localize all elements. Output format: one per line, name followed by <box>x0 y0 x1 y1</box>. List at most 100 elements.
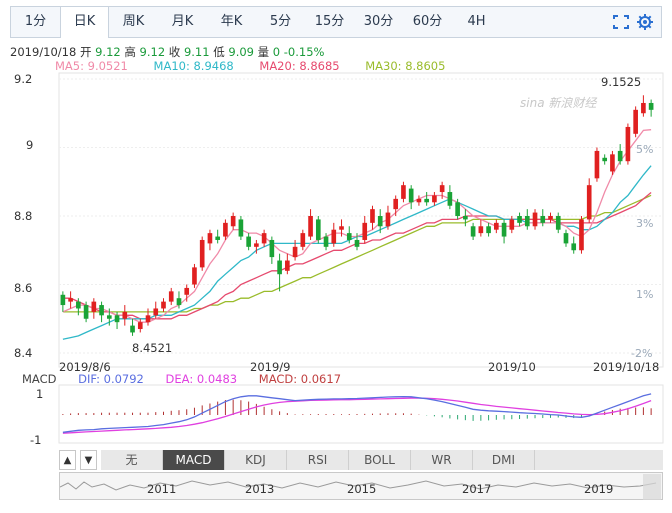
low-label: 低 <box>213 45 225 59</box>
candle-body <box>494 222 499 230</box>
pct-tick-1: 3% <box>636 217 653 230</box>
candle-body <box>524 216 530 227</box>
pct-tick-3: -2% <box>631 347 652 360</box>
navigator-sparkline <box>59 474 661 500</box>
indicator-tab-kdj[interactable]: KDJ <box>225 450 287 470</box>
candle-body <box>83 305 89 319</box>
candle-body <box>277 260 282 275</box>
tab-yearly-k[interactable]: 年K <box>220 14 243 29</box>
dea-legend: DEA: 0.0483 <box>165 372 238 386</box>
candle-body <box>346 233 352 240</box>
tab-4h[interactable]: 4H <box>467 14 486 29</box>
scroll-down-button[interactable]: ▼ <box>80 450 97 470</box>
candle-body <box>176 298 182 306</box>
candle-body <box>447 192 453 206</box>
macd-tick-0: 1 <box>36 387 43 401</box>
close-label: 收 <box>168 45 181 59</box>
tab-5min[interactable]: 5分 <box>269 14 292 29</box>
y-tick-0: 9.2 <box>14 72 32 86</box>
y-tick-3: 8.6 <box>14 281 32 295</box>
tab-1min[interactable]: 1分 <box>24 14 47 29</box>
candle-body <box>238 219 244 237</box>
candle-body <box>385 212 391 227</box>
ma5-line <box>62 129 652 323</box>
candle-body <box>91 301 97 312</box>
indicator-tab-macd[interactable]: MACD <box>163 450 225 470</box>
candle-body <box>106 315 112 319</box>
scroll-up-button[interactable]: ▲ <box>59 450 76 470</box>
candle-body <box>254 243 259 247</box>
tab-15min[interactable]: 15分 <box>314 14 345 29</box>
candle-body <box>246 236 251 247</box>
candle-body <box>439 185 445 193</box>
x-tick-0: 2019/8/6 <box>59 360 111 374</box>
nav-year-2017: 2017 <box>462 482 492 496</box>
candle-body <box>641 102 646 114</box>
candle-body <box>563 233 569 244</box>
candle-body <box>455 202 460 216</box>
x-tick-2: 2019/10 <box>488 360 536 374</box>
range-navigator[interactable] <box>59 472 663 500</box>
candle-body <box>586 185 592 220</box>
candle-body <box>223 222 228 237</box>
tab-30min[interactable]: 30分 <box>363 14 394 29</box>
candle-body <box>377 216 383 227</box>
ma20-legend: MA20: 8.8685 <box>259 59 340 73</box>
candle-body <box>230 216 236 227</box>
gear-icon[interactable] <box>637 14 653 30</box>
tab-weekly-k[interactable]: 周K <box>122 14 145 29</box>
candle-body <box>207 233 213 244</box>
ma20-line <box>62 192 652 320</box>
tab-60min[interactable]: 60分 <box>412 14 443 29</box>
candle-body <box>199 239 205 268</box>
ma5-legend: MA5: 9.0521 <box>55 59 128 73</box>
high-value: 9.12 <box>139 45 166 59</box>
y-tick-4: 8.4 <box>14 346 32 360</box>
nav-year-2019: 2019 <box>584 482 614 496</box>
candle-body <box>362 222 368 240</box>
indicator-tab-dmi[interactable]: DMI <box>473 450 535 470</box>
candle-body <box>339 226 344 230</box>
macd-title: MACD <box>22 372 57 386</box>
candle-body <box>122 311 128 319</box>
tab-daily-k[interactable]: 日K <box>60 7 109 38</box>
candle-body <box>486 226 491 234</box>
indicator-tab-none[interactable]: 无 <box>101 450 163 470</box>
y-tick-2: 8.8 <box>14 209 32 223</box>
kline-frame <box>58 72 664 368</box>
candle-body <box>269 239 275 258</box>
candle-body <box>261 233 267 244</box>
candle-body <box>602 157 608 162</box>
dea-line <box>62 397 652 434</box>
indicator-tab-rsi[interactable]: RSI <box>287 450 349 470</box>
candle-body <box>145 315 151 323</box>
dif-legend: DIF: 0.0792 <box>78 372 144 386</box>
candle-body <box>532 212 538 227</box>
volume-value: 0 <box>272 45 281 59</box>
candle-body <box>76 301 81 309</box>
tab-monthly-k[interactable]: 月K <box>171 14 194 29</box>
macd-tick-1: -1 <box>30 433 41 447</box>
candle-body <box>60 294 66 306</box>
indicator-tabs: ▲ ▼ 无 MACD KDJ RSI BOLL WR DMI <box>59 450 663 470</box>
indicator-tab-boll[interactable]: BOLL <box>349 450 411 470</box>
candle-body <box>548 216 553 220</box>
nav-year-2013: 2013 <box>245 482 275 496</box>
ma30-line <box>62 194 652 313</box>
x-tick-1: 2019/9 <box>250 360 290 374</box>
candle-body <box>153 308 159 316</box>
pct-tick-2: 1% <box>636 288 653 301</box>
open-value: 9.12 <box>95 45 121 59</box>
indicator-tab-wr[interactable]: WR <box>411 450 473 470</box>
candle-body <box>555 216 561 230</box>
ohlc-info: 2019/10/18 开 9.12 高 9.12 收 9.11 低 9.09 量… <box>10 44 324 60</box>
period-tabs: 1分 日K 周K 月K 年K 5分 15分 30分 60分 4H <box>10 6 662 38</box>
candle-body <box>300 233 306 247</box>
candle-body <box>168 291 174 302</box>
navigator-selection[interactable] <box>643 474 661 500</box>
candle-body <box>393 198 399 210</box>
candle-body <box>416 198 422 203</box>
candle-body <box>470 226 476 237</box>
fullscreen-icon[interactable] <box>613 15 629 29</box>
